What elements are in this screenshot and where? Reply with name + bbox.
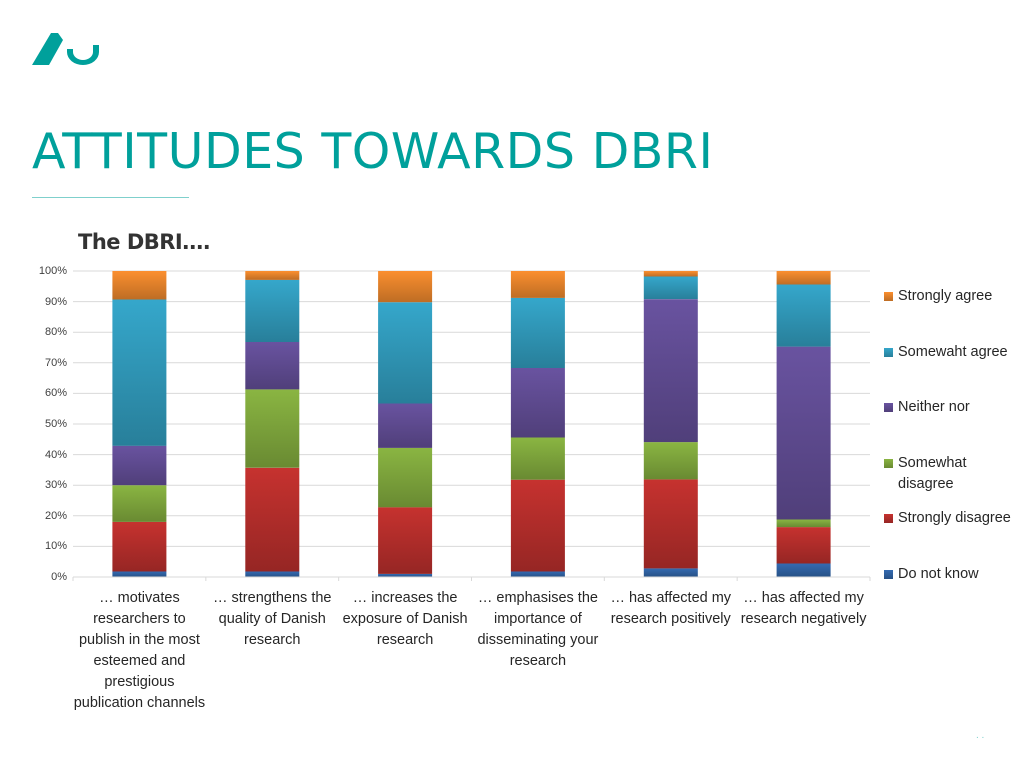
bar-segment-neither-nor (112, 445, 167, 486)
legend-swatch (884, 514, 893, 523)
title-underline (32, 197, 189, 198)
bar-segment-strongly-disagree (643, 479, 698, 569)
x-category-label: … motivates researchers to publish in th… (73, 590, 206, 711)
slide-title: ATTITUDES TOWARDS DBRI (32, 123, 714, 180)
bar-segment-somewhat-disagree (378, 447, 433, 508)
x-category-label: … strengthens the quality of Danish rese… (213, 590, 332, 648)
y-tick-label: 80% (44, 326, 67, 339)
x-category-label: … emphasises the importance of dissemina… (477, 590, 599, 669)
au-logo-icon (32, 33, 99, 65)
bar-segment-somewaht-agree (776, 284, 831, 347)
x-category-label: … has affected my research negatively (740, 590, 867, 627)
chart-bars (112, 271, 831, 577)
legend-swatch (884, 292, 893, 301)
bar-segment-strongly-disagree (378, 507, 433, 574)
bar-segment-do-not-know (378, 573, 433, 577)
bar-segment-strongly-agree (112, 271, 167, 300)
bar-segment-somewaht-agree (245, 279, 300, 342)
bar-segment-do-not-know (776, 563, 831, 577)
bar-segment-strongly-agree (510, 271, 565, 298)
bar-segment-strongly-agree (245, 271, 300, 280)
bar-segment-neither-nor (776, 346, 831, 520)
y-tick-label: 20% (44, 509, 67, 522)
bar-segment-neither-nor (245, 342, 300, 390)
y-tick-label: 100% (38, 265, 67, 277)
legend-label: Strongly disagree (898, 510, 1011, 526)
y-tick-label: 60% (44, 387, 67, 400)
legend-label: Somewaht agree (898, 343, 1008, 360)
y-tick-label: 0% (51, 571, 67, 583)
legend-label: Somewhat disagree (898, 454, 967, 492)
y-tick-label: 10% (44, 540, 67, 553)
bar-segment-strongly-agree (378, 271, 433, 303)
bar-segment-somewaht-agree (378, 302, 433, 404)
legend-label: Strongly agree (898, 288, 993, 304)
legend-swatch (884, 569, 893, 579)
legend-swatch (884, 347, 893, 357)
bar-segment-strongly-disagree (510, 479, 565, 572)
bar-segment-somewhat-disagree (776, 519, 831, 528)
legend-label: Neither nor (898, 399, 970, 415)
bar-segment-somewaht-agree (643, 276, 698, 300)
bar-segment-do-not-know (245, 571, 300, 577)
bar-segment-somewaht-agree (510, 297, 565, 368)
legend-swatch (884, 403, 893, 412)
chart-gridlines (73, 270, 870, 547)
bar-segment-do-not-know (510, 571, 565, 577)
bar-segment-neither-nor (378, 403, 433, 448)
x-category-label: … has affected my research positively (610, 590, 732, 627)
bar-segment-neither-nor (510, 368, 565, 438)
y-tick-label: 30% (44, 479, 67, 492)
bar-segment-somewaht-agree (112, 299, 167, 446)
bar-segment-do-not-know (643, 568, 698, 577)
bar-segment-strongly-disagree (245, 467, 300, 572)
bar-segment-somewhat-disagree (510, 437, 565, 480)
legend-label: Do not know (898, 565, 979, 582)
bar-segment-somewhat-disagree (245, 389, 300, 468)
y-tick-label: 50% (44, 418, 67, 430)
y-tick-label: 90% (44, 295, 67, 308)
bar-segment-somewhat-disagree (643, 442, 698, 480)
bar-segment-strongly-disagree (776, 527, 831, 564)
page-number: . . (976, 730, 985, 741)
bar-segment-somewhat-disagree (112, 485, 167, 522)
x-category-label: … increases the exposure of Danish resea… (342, 590, 468, 648)
bar-segment-strongly-agree (776, 271, 831, 285)
chart-title: The DBRI…. (78, 230, 211, 254)
legend-swatch (884, 458, 893, 468)
y-tick-label: 40% (44, 448, 67, 461)
bar-segment-strongly-disagree (112, 521, 167, 572)
bar-segment-neither-nor (643, 299, 698, 443)
y-tick-label: 70% (44, 356, 67, 369)
bar-segment-do-not-know (112, 571, 167, 577)
chart-axes (72, 576, 871, 581)
bar-segment-strongly-agree (643, 271, 698, 277)
